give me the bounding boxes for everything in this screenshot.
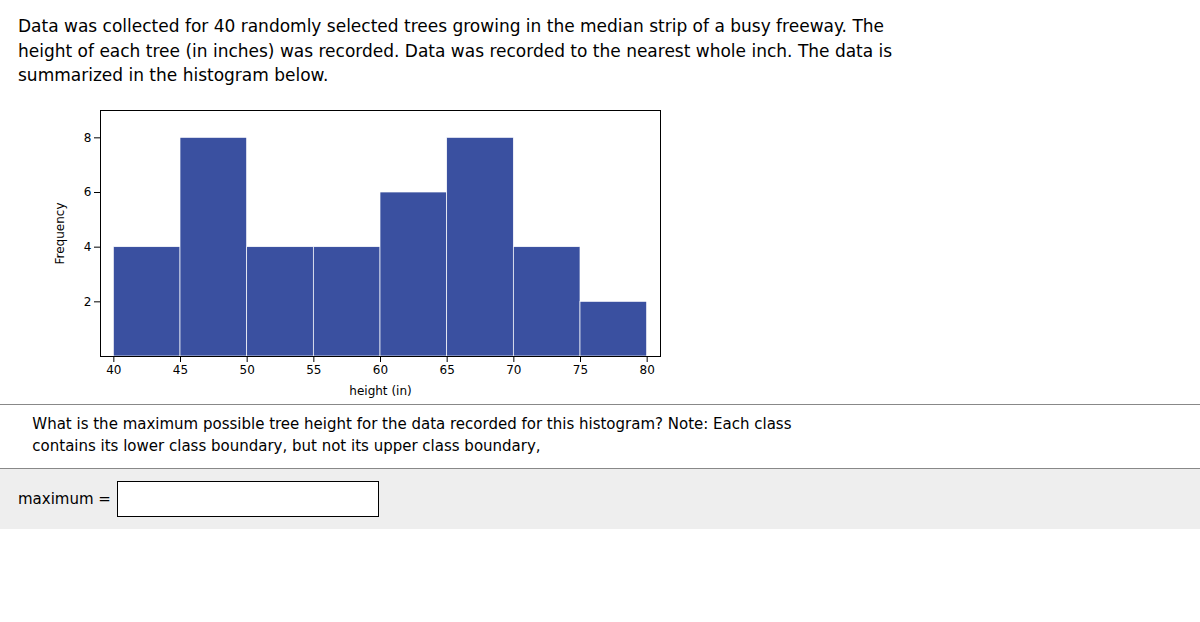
svg-text:8: 8	[84, 131, 92, 145]
svg-text:6: 6	[84, 185, 92, 199]
svg-text:4: 4	[84, 240, 92, 254]
svg-text:55: 55	[306, 363, 321, 377]
svg-text:45: 45	[173, 363, 188, 377]
svg-text:40: 40	[106, 363, 121, 377]
html-text:maximum =: maximum =	[18, 489, 111, 508]
svg-text:70: 70	[506, 363, 521, 377]
svg-text:height (in): height (in)	[349, 383, 411, 397]
html-text:Data was collected for 40 rand: Data was collected for 40 randomly selec…	[18, 16, 893, 86]
svg-text:75: 75	[573, 363, 588, 377]
svg-text:65: 65	[440, 363, 455, 377]
svg-text:60: 60	[373, 363, 388, 377]
html-text:What is the maximum possible t: What is the maximum possible tree height…	[18, 414, 792, 456]
svg-text:Frequency: Frequency	[53, 202, 67, 264]
svg-text:2: 2	[84, 295, 92, 309]
svg-text:80: 80	[640, 363, 655, 377]
svg-text:50: 50	[240, 363, 255, 377]
